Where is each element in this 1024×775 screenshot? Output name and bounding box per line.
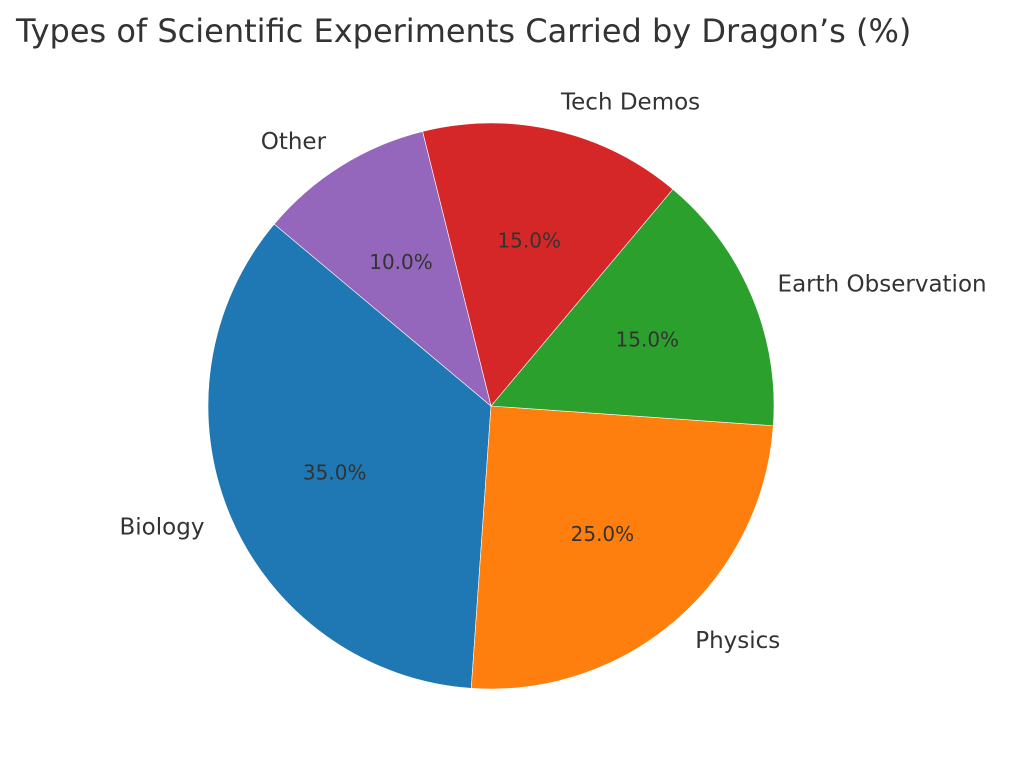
- slice-label-biology: Biology: [120, 515, 205, 541]
- pie-slice-tech-demos: [422, 122, 674, 407]
- pie-labels: Biology 35.0% Physics 25.0% Earth Observatio…: [120, 90, 987, 654]
- slice-percent-other: 10.0%: [369, 250, 433, 274]
- pie-slice-biology: [207, 223, 492, 689]
- slice-label-other: Other: [261, 129, 327, 155]
- slice-label-earth-observation: Earth Observation: [778, 271, 987, 297]
- slice-label-tech-demos: Tech Demos: [560, 90, 700, 116]
- pie-slice-earth-observation: [490, 188, 775, 427]
- slice-label-physics: Physics: [695, 628, 780, 654]
- pie-slices: [207, 122, 775, 690]
- slice-percent-tech-demos: 15.0%: [497, 229, 561, 253]
- slice-percent-earth-observation: 15.0%: [616, 328, 680, 352]
- pie-slice-other: [273, 131, 492, 407]
- slice-percent-biology: 35.0%: [303, 460, 367, 484]
- chart-title: Types of Scientific Experiments Carried …: [15, 12, 911, 50]
- pie-slice-physics: [470, 405, 774, 690]
- slice-percent-physics: 25.0%: [571, 522, 635, 546]
